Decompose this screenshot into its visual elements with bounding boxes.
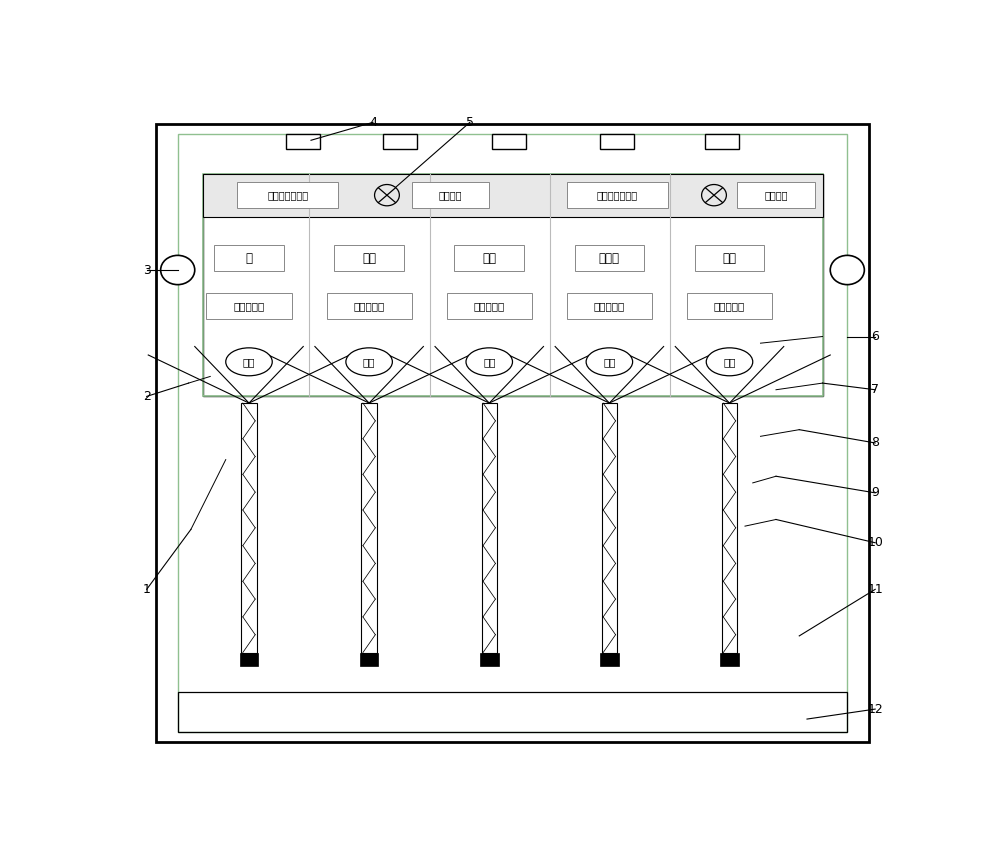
Text: 12: 12 <box>867 702 883 715</box>
Bar <box>482 403 497 652</box>
Circle shape <box>375 185 399 206</box>
Ellipse shape <box>586 348 633 376</box>
Bar <box>567 293 652 319</box>
Bar <box>206 293 292 319</box>
Ellipse shape <box>346 348 392 376</box>
Bar <box>600 652 619 666</box>
Text: 手动: 手动 <box>243 357 255 367</box>
Text: 手动: 手动 <box>723 357 736 367</box>
Bar <box>687 293 772 319</box>
Bar <box>695 245 764 270</box>
Bar <box>480 652 499 666</box>
Bar <box>383 134 417 149</box>
Bar <box>567 181 668 208</box>
Bar <box>214 245 284 270</box>
Circle shape <box>702 185 726 206</box>
Bar <box>286 134 320 149</box>
Circle shape <box>161 256 195 284</box>
Text: 9: 9 <box>871 486 879 499</box>
Text: 当日消耗量: 当日消耗量 <box>594 301 625 311</box>
Text: 花生油: 花生油 <box>599 251 620 264</box>
Text: 8: 8 <box>871 436 879 449</box>
Bar <box>737 181 815 208</box>
Bar <box>237 181 338 208</box>
Bar <box>447 293 532 319</box>
Text: 手动: 手动 <box>603 357 616 367</box>
Text: 酱油: 酱油 <box>482 251 496 264</box>
Text: 手动: 手动 <box>363 357 375 367</box>
Bar <box>202 174 822 397</box>
Bar <box>600 134 634 149</box>
Bar <box>360 652 378 666</box>
Text: 4: 4 <box>369 116 377 129</box>
Bar <box>202 174 822 397</box>
Bar <box>412 181 489 208</box>
Bar <box>574 245 644 270</box>
Text: 2: 2 <box>143 390 151 403</box>
Bar <box>178 692 847 733</box>
Bar <box>240 652 258 666</box>
Text: 1: 1 <box>143 583 151 596</box>
Bar <box>720 652 739 666</box>
Text: 6: 6 <box>871 330 879 343</box>
Text: 当日消耗量: 当日消耗量 <box>714 301 745 311</box>
Text: 味精: 味精 <box>362 251 376 264</box>
Bar <box>602 403 617 652</box>
Text: 当日消耗量: 当日消耗量 <box>474 301 505 311</box>
Bar <box>705 134 739 149</box>
Text: 油累计量: 油累计量 <box>764 190 788 200</box>
Text: 盐: 盐 <box>246 251 252 264</box>
Text: 香油: 香油 <box>722 251 736 264</box>
Text: 3: 3 <box>143 264 151 276</box>
Text: 盐累计量: 盐累计量 <box>439 190 462 200</box>
Text: 11: 11 <box>867 583 883 596</box>
Ellipse shape <box>466 348 512 376</box>
Text: 7: 7 <box>871 384 879 397</box>
Bar <box>334 245 404 270</box>
Text: 盐当日总摄入量: 盐当日总摄入量 <box>267 190 308 200</box>
Bar <box>202 174 822 217</box>
Bar <box>241 403 257 652</box>
Bar <box>722 403 737 652</box>
Bar <box>326 293 412 319</box>
Ellipse shape <box>226 348 272 376</box>
Bar <box>492 134 526 149</box>
Bar <box>454 245 524 270</box>
Text: 当日消耗量: 当日消耗量 <box>354 301 385 311</box>
Circle shape <box>830 256 864 284</box>
Text: 5: 5 <box>466 116 474 129</box>
Text: 当日消耗量: 当日消耗量 <box>233 301 265 311</box>
Ellipse shape <box>706 348 753 376</box>
Text: 油当日总摄入量: 油当日总摄入量 <box>597 190 638 200</box>
Text: 10: 10 <box>867 537 883 550</box>
Bar <box>178 134 847 733</box>
Text: 手动: 手动 <box>483 357 496 367</box>
Bar <box>361 403 377 652</box>
